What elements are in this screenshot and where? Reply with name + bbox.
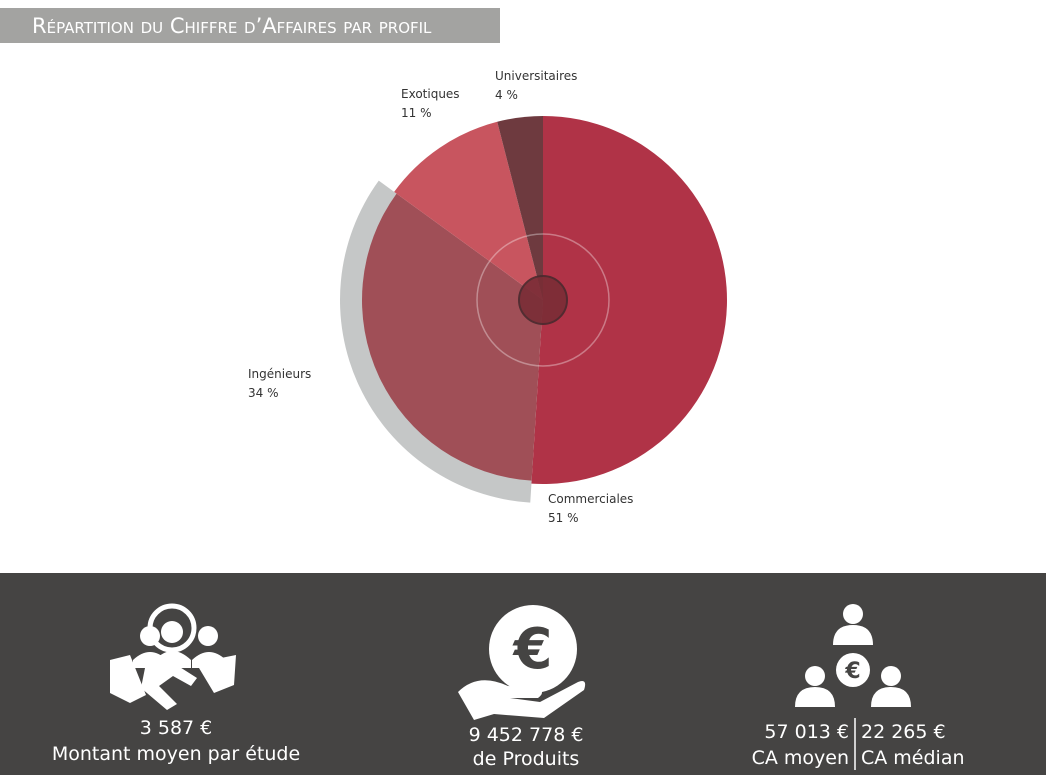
slice-shadow <box>340 180 532 503</box>
slice-value-label: 51 % <box>548 511 579 525</box>
slice-label: Ingénieurs <box>248 367 311 381</box>
slice-value-label: 34 % <box>248 386 279 400</box>
slice-label: Commerciales <box>548 492 633 506</box>
stat-label: Montant moyen par étude <box>52 743 300 765</box>
slice-label: Universitaires <box>495 69 577 83</box>
pie-slice <box>531 116 727 484</box>
title-band <box>0 8 500 43</box>
stat-label: CA moyen <box>752 747 849 769</box>
slice-value-label: 11 % <box>401 106 432 120</box>
stat-label: CA médian <box>861 747 965 769</box>
pie-slice <box>394 121 543 300</box>
svg-text:€: € <box>844 659 860 684</box>
chart-title: Répartition du Chiffre d’Affaires par pr… <box>32 14 432 38</box>
pie-slice <box>497 116 543 300</box>
stat-value: 57 013 € <box>764 721 849 743</box>
pie-slice <box>362 193 543 481</box>
euro-hand-icon: € <box>458 605 586 720</box>
slice-value-label: 4 % <box>495 88 518 102</box>
stat-value: 9 452 778 € <box>469 724 584 746</box>
handshake-icon <box>110 603 236 710</box>
svg-text:€: € <box>512 617 553 682</box>
stat-label: de Produits <box>473 748 580 770</box>
inner-ring <box>476 233 610 367</box>
slice-label: Exotiques <box>401 87 460 101</box>
people-euro-icon: € <box>795 604 911 707</box>
center-dot <box>518 275 568 325</box>
stat-value: 22 265 € <box>861 721 946 743</box>
pie: Commerciales 51 % Ingénieurs 34 % Exotiques 1… <box>248 69 727 525</box>
stat-value: 3 587 € <box>140 717 213 739</box>
